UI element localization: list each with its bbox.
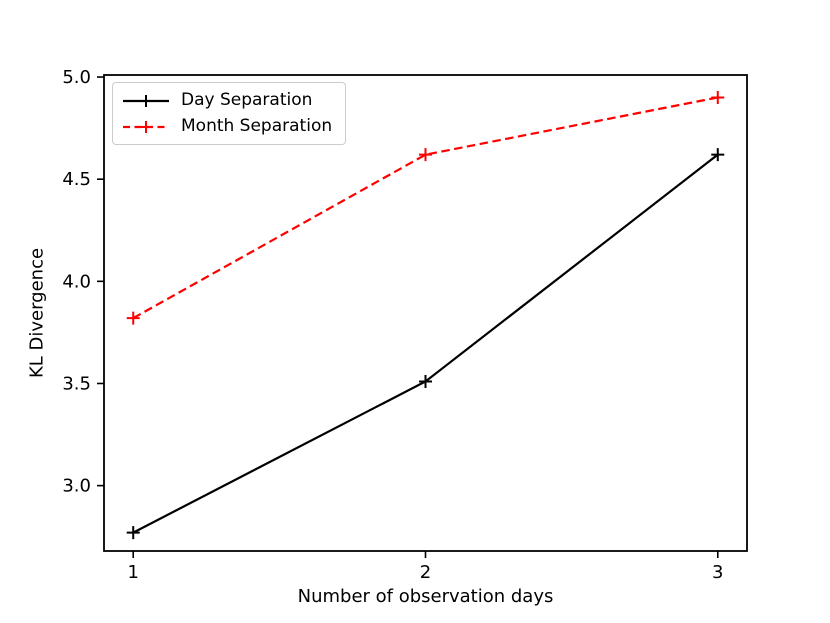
day-separation-line bbox=[132, 153, 719, 534]
y-tick-label: 5.0 bbox=[62, 67, 91, 88]
y-axis-label: KL Divergence bbox=[26, 247, 48, 379]
month-separation-line bbox=[132, 96, 718, 320]
x-tick-label: 3 bbox=[712, 562, 723, 583]
y-tick-label: 3.5 bbox=[62, 373, 91, 394]
x-tick-label: 2 bbox=[420, 562, 431, 583]
legend-label: Day Separation bbox=[181, 90, 313, 110]
legend-entry-day-separation: Day Separation bbox=[122, 90, 332, 111]
legend-entry-month-separation: Month Separation bbox=[122, 116, 332, 137]
y-tick-label: 4.5 bbox=[62, 169, 91, 190]
data-point-marker-icon bbox=[419, 148, 432, 162]
day-separation-line-sample-icon bbox=[123, 94, 169, 107]
data-point-marker-icon bbox=[711, 90, 725, 104]
x-axis-label: Number of observation days bbox=[297, 586, 554, 607]
data-point-marker-icon bbox=[126, 311, 140, 325]
legend-label: Month Separation bbox=[181, 116, 333, 136]
data-point-marker-icon bbox=[126, 526, 140, 540]
y-tick-label: 4.0 bbox=[62, 271, 91, 292]
x-tick-label: 1 bbox=[128, 562, 139, 583]
data-point-marker-icon bbox=[711, 148, 725, 162]
y-tick-label: 3.0 bbox=[62, 476, 91, 497]
legend-marker-icon bbox=[140, 94, 152, 107]
legend-marker-icon bbox=[140, 120, 152, 133]
data-point-marker-icon bbox=[419, 374, 432, 388]
axes-frame bbox=[103, 74, 748, 552]
legend: Day Separation Month Separation bbox=[112, 82, 347, 145]
month-separation-line-sample-icon bbox=[123, 120, 169, 133]
